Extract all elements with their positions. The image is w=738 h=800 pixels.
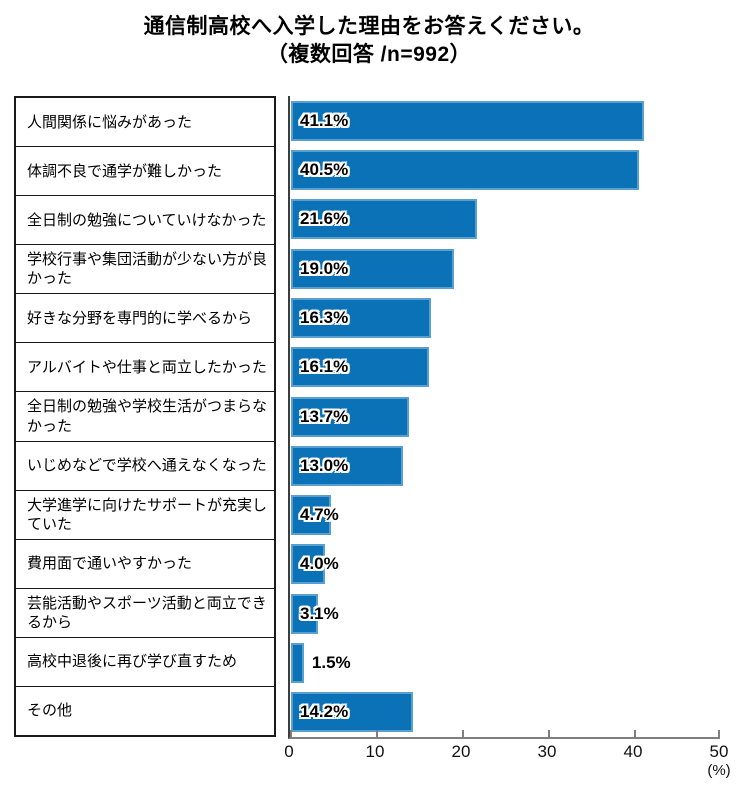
category-label: 高校中退後に再び学び直すため <box>27 653 238 671</box>
category-label: アルバイトや仕事と両立したかった <box>27 358 267 376</box>
bar-value-label: 16.1% <box>300 357 349 377</box>
x-axis-unit-label: (%) <box>707 762 731 779</box>
bar-value-label: 1.5% <box>311 653 351 673</box>
x-axis-tick <box>718 730 720 737</box>
bar <box>291 199 477 240</box>
category-label: 学校行事や集団活動が少ない方が良かった <box>27 251 268 288</box>
category-row: 芸能活動やスポーツ活動と両立できるから <box>16 587 274 637</box>
bar-value-label: 21.6% <box>300 209 349 229</box>
category-label: 大学進学に向けたサポートが充実していた <box>27 496 268 533</box>
category-row: 体調不良で通学が難しかった <box>16 146 274 195</box>
category-label: 全日制の勉強や学校生活がつまらなかった <box>27 398 268 435</box>
bar <box>291 692 414 733</box>
bar <box>291 445 403 486</box>
category-label: 芸能活動やスポーツ活動と両立できるから <box>27 594 267 631</box>
bar-value-label: 14.2% <box>300 702 349 722</box>
bar-value-label: 4.0% <box>300 554 339 574</box>
category-row: 費用面で通いやすかった <box>16 538 274 588</box>
x-axis-tick-label: 20 <box>451 742 471 761</box>
x-axis-tick-label: 10 <box>365 742 385 761</box>
category-label: 体調不良で通学が難しかった <box>27 162 223 180</box>
x-axis-tick-label: 50 <box>709 742 729 761</box>
category-label-table: 人間関係に悩みがあった体調不良で通学が難しかった全日制の勉強についていけなかった… <box>14 96 276 737</box>
x-axis-tick <box>290 730 292 737</box>
category-label: その他 <box>27 702 73 720</box>
x-axis-tick-label: 40 <box>623 742 643 761</box>
bar <box>291 149 640 190</box>
bar-value-label: 13.7% <box>300 406 349 426</box>
chart-title-line1: 通信制高校へ入学した理由をお答えください。 <box>143 15 595 38</box>
bar-value-label: 16.3% <box>300 307 349 327</box>
bar-value-label: 13.0% <box>300 455 349 475</box>
category-label: 全日制の勉強についていけなかった <box>27 211 267 229</box>
category-row: 大学進学に向けたサポートが充実していた <box>16 489 274 539</box>
bar <box>291 347 430 388</box>
x-axis-tick <box>376 730 378 737</box>
bar-value-label: 3.1% <box>300 603 339 623</box>
bar <box>291 643 304 684</box>
category-row: 高校中退後に再び学び直すため <box>16 636 274 686</box>
bar-value-label: 4.7% <box>300 505 339 525</box>
x-axis-tick <box>634 730 636 737</box>
bar <box>291 100 645 141</box>
category-row: アルバイトや仕事と両立したかった <box>16 342 274 391</box>
chart-title: 通信制高校へ入学した理由をお答えください。 （複数回答 /n=992） <box>0 13 738 69</box>
category-row: いじめなどで学校へ通えなくなった <box>16 440 274 490</box>
x-axis-tick-label: 30 <box>537 742 557 761</box>
x-axis-tick <box>548 730 550 737</box>
bar <box>291 396 409 437</box>
category-row: 人間関係に悩みがあった <box>16 98 274 146</box>
category-label: いじめなどで学校へ通えなくなった <box>27 457 267 475</box>
bar-value-label: 19.0% <box>300 258 349 278</box>
bar-value-label: 41.1% <box>300 110 349 130</box>
bar <box>291 248 455 289</box>
category-row: 全日制の勉強や学校生活がつまらなかった <box>16 391 274 440</box>
plot-area: 41.1% 40.5% 21.6% 19.0% 16.3% 16.1% 13.7% 13.0%… <box>288 96 720 739</box>
category-row: その他 <box>16 685 274 735</box>
x-axis-tick-label: 0 <box>284 742 294 761</box>
bar <box>291 544 326 585</box>
bar <box>291 593 318 634</box>
category-row: 学校行事や集団活動が少ない方が良かった <box>16 244 274 293</box>
category-row: 好きな分野を専門的に学べるから <box>16 293 274 342</box>
bar <box>291 495 332 536</box>
x-axis-tick <box>462 730 464 737</box>
bar-value-label: 40.5% <box>300 159 349 179</box>
bar <box>291 297 432 338</box>
category-label: 費用面で通いやすかった <box>27 555 193 573</box>
category-label: 好きな分野を専門的に学べるから <box>27 309 253 327</box>
category-label: 人間関係に悩みがあった <box>27 113 193 131</box>
chart-title-line2: （複数回答 /n=992） <box>266 42 472 66</box>
category-row: 全日制の勉強についていけなかった <box>16 195 274 244</box>
